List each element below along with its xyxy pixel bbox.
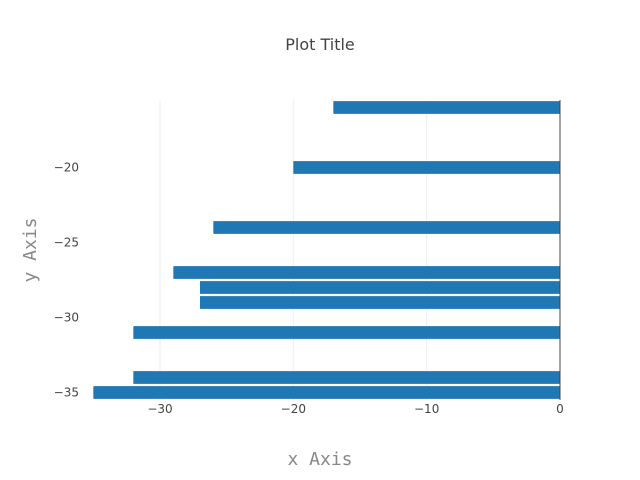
y-tick-label: −30 bbox=[54, 311, 79, 325]
gridlines bbox=[159, 100, 428, 400]
y-axis-title: y Axis bbox=[20, 217, 41, 282]
x-tick-label: −10 bbox=[414, 402, 439, 416]
y-tick-label: −35 bbox=[54, 386, 79, 400]
bars bbox=[93, 101, 561, 399]
axes: −30 −20 −10 0 −20 −25 −30 −35 bbox=[54, 100, 564, 416]
bar bbox=[133, 326, 561, 339]
y-tick-label: −20 bbox=[54, 161, 79, 175]
x-axis-title: x Axis bbox=[287, 449, 352, 470]
bar bbox=[293, 161, 560, 174]
bar bbox=[200, 281, 560, 294]
bar bbox=[213, 221, 561, 234]
bar bbox=[200, 296, 560, 309]
bar bbox=[133, 371, 561, 384]
bar bbox=[173, 266, 561, 279]
x-tick-label: 0 bbox=[556, 402, 564, 416]
x-tick-label: −30 bbox=[147, 402, 172, 416]
y-tick-label: −25 bbox=[54, 236, 79, 250]
x-tick-label: −20 bbox=[281, 402, 306, 416]
bar bbox=[93, 386, 560, 399]
bar bbox=[333, 101, 560, 114]
chart-title: Plot Title bbox=[285, 35, 355, 54]
